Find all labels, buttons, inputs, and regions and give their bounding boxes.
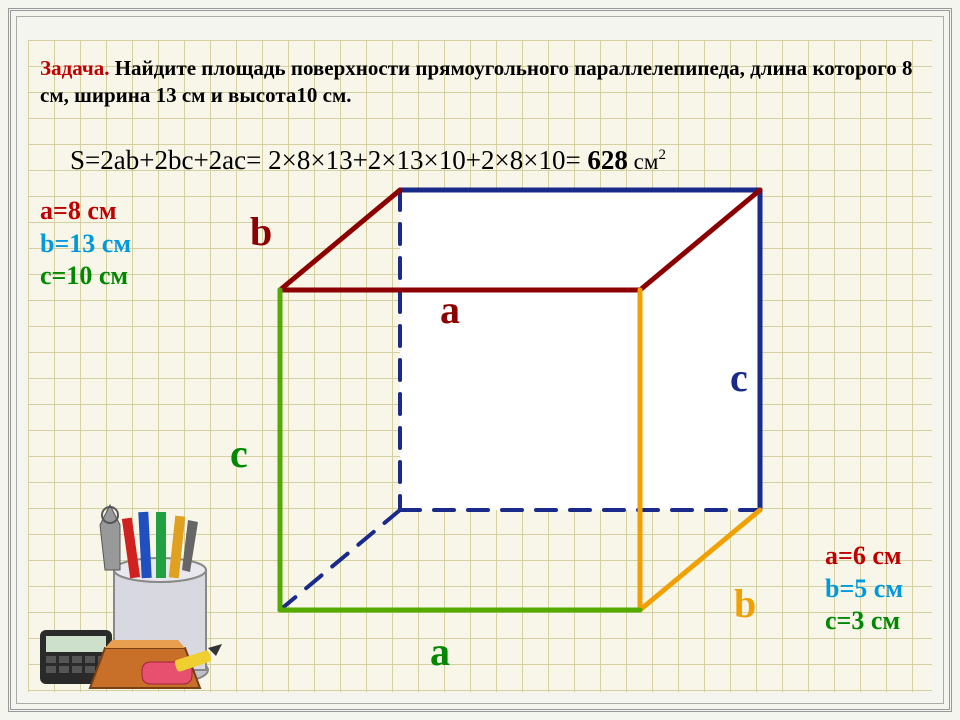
tools-illustration	[30, 490, 250, 690]
given-values-left: а=8 см b=13 см с=10 см	[40, 195, 131, 293]
label-a_bot: а	[430, 628, 450, 675]
given-b-left: b=13 см	[40, 228, 131, 261]
problem-statement: Задача. Найдите площадь поверхности прям…	[40, 55, 920, 110]
problem-prefix: Задача.	[40, 56, 109, 80]
given-c-right: с=3 см	[825, 605, 903, 638]
problem-body: Найдите площадь поверхности прямоугольно…	[40, 56, 913, 107]
parallelepiped-diagram	[240, 170, 800, 670]
label-a_mid: а	[440, 286, 460, 333]
given-a-left: а=8 см	[40, 195, 131, 228]
given-values-right: а=6 см b=5 см с=3 см	[825, 540, 903, 638]
given-b-right: b=5 см	[825, 573, 903, 606]
given-a-right: а=6 см	[825, 540, 903, 573]
label-b_top: b	[250, 208, 272, 255]
formula-lhs: S=2ab+2bc+2ac=	[70, 145, 261, 175]
label-c_left: с	[230, 430, 248, 477]
formula-exp: 2	[658, 147, 666, 163]
label-b_bot: b	[734, 580, 756, 627]
label-c_right: с	[730, 354, 748, 401]
given-c-left: с=10 см	[40, 260, 131, 293]
